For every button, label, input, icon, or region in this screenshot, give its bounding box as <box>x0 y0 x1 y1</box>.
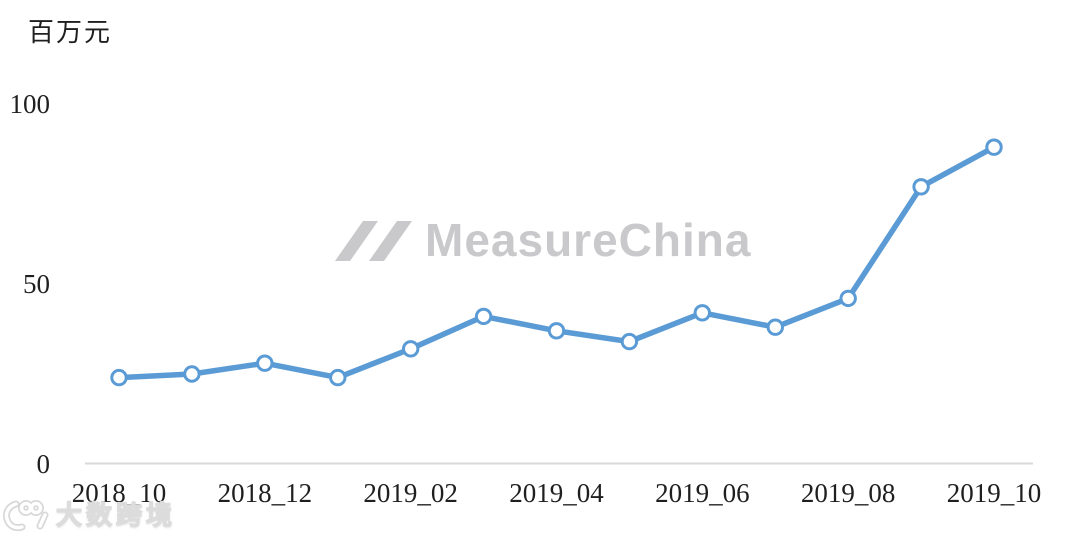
x-tick-label: 2018_12 <box>217 478 313 508</box>
x-tick-label: 2019_10 <box>946 478 1042 508</box>
data-point-marker <box>766 318 784 336</box>
data-point-marker <box>256 354 274 372</box>
data-point-marker <box>985 138 1003 156</box>
data-point-marker <box>402 340 420 358</box>
y-tick-label: 0 <box>36 449 51 479</box>
data-point-marker <box>547 322 566 340</box>
data-point-marker <box>474 307 493 326</box>
x-tick-label: 2019_02 <box>363 478 458 508</box>
x-tick-label: 2019_04 <box>509 478 604 508</box>
data-point-marker <box>912 178 930 196</box>
data-line <box>116 144 997 381</box>
data-point-marker <box>110 368 128 387</box>
data-point-marker <box>693 304 711 322</box>
data-point-marker <box>620 332 639 351</box>
x-tick-label: 2018_10 <box>71 478 167 508</box>
x-tick-label: 2019_08 <box>800 478 896 508</box>
y-axis-title: 百万元 <box>28 18 113 47</box>
y-tick-label: 100 <box>9 89 51 119</box>
data-point-marker <box>183 365 201 383</box>
y-tick-label: 50 <box>23 269 50 299</box>
data-point-marker <box>839 289 857 308</box>
x-tick-label: 2019_06 <box>655 478 750 508</box>
data-point-marker <box>329 368 347 387</box>
